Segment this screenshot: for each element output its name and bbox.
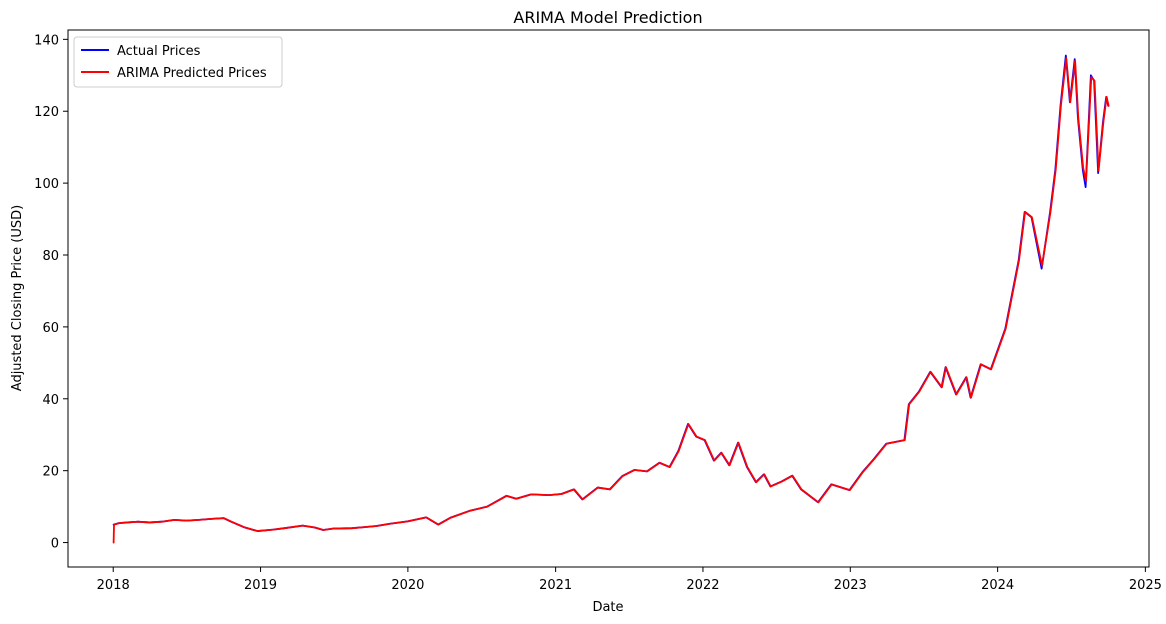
chart-title: ARIMA Model Prediction [513,8,702,27]
x-tick-label: 2022 [686,578,719,593]
y-tick-label: 140 [34,33,59,48]
x-tick-label: 2020 [391,578,424,593]
legend-label-predicted: ARIMA Predicted Prices [117,66,267,81]
legend-box [73,36,283,88]
y-tick-label: 60 [42,321,59,336]
y-axis-ticks: 0 20 40 60 80 100 120 140 [34,33,68,552]
arima-predicted-prices-line [112,57,1110,544]
y-tick-label: 80 [42,249,59,264]
x-axis-ticks: 2018 2019 2020 2021 2022 2023 2024 2025 [97,567,1162,593]
legend: Actual Prices ARIMA Predicted Prices [73,36,283,88]
x-axis-label: Date [592,600,623,615]
x-tick-label: 2024 [981,578,1014,593]
x-tick-label: 2019 [244,578,277,593]
x-tick-label: 2025 [1129,578,1162,593]
plot-series-group [112,54,1110,544]
y-tick-label: 100 [34,177,59,192]
y-tick-label: 20 [42,465,59,480]
y-tick-label: 40 [42,393,59,408]
x-tick-label: 2021 [539,578,572,593]
x-tick-label: 2023 [834,578,867,593]
y-axis-label: Adjusted Closing Price (USD) [10,205,25,391]
legend-label-actual: Actual Prices [117,44,201,59]
y-tick-label: 120 [34,105,59,120]
y-tick-label: 0 [51,537,59,552]
x-tick-label: 2018 [97,578,130,593]
plot-frame [67,29,1150,568]
